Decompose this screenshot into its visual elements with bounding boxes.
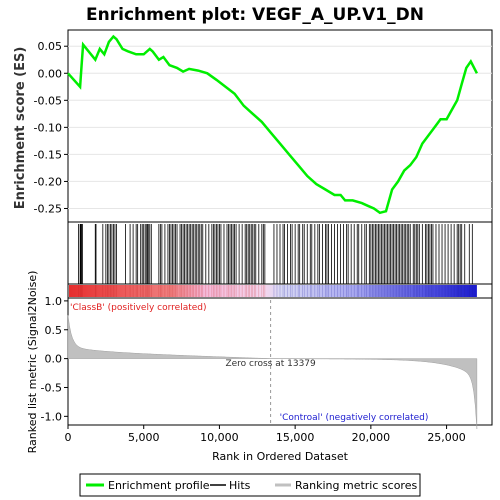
metric-y-ticks: 1.0 0.5 0.0 -0.5 -1.0: [41, 295, 68, 423]
es-tick-label: -0.15: [34, 148, 62, 161]
es-tick-label: 0.05: [38, 40, 63, 53]
es-tick-label: 0.00: [38, 67, 63, 80]
metric-tick-label: -0.5: [41, 381, 62, 394]
metric-tick-label: 1.0: [45, 295, 63, 308]
rank-color-bar: [69, 285, 477, 297]
ranking-metric-area: [67, 315, 478, 430]
legend-label-hits: Hits: [229, 479, 251, 492]
x-axis-ticks: 0 5,000 10,000 15,000 20,000 25,000: [65, 425, 466, 444]
x-tick-label: 25,000: [427, 431, 466, 444]
es-gridlines: [68, 45, 492, 209]
metric-tick-label: -1.0: [41, 410, 62, 423]
legend-box: [79, 473, 421, 497]
metric-tick-label: 0.0: [45, 353, 63, 366]
legend-label-metric: Ranking metric scores: [295, 479, 417, 492]
x-axis-label: Rank in Ordered Dataset: [212, 450, 349, 463]
x-tick-label: 5,000: [128, 431, 160, 444]
x-tick-label: 20,000: [352, 431, 391, 444]
metric-tick-label: 0.5: [45, 324, 63, 337]
es-tick-label: -0.05: [34, 94, 62, 107]
rank-bar-hit-stripes: [78, 285, 473, 297]
x-tick-label: 10,000: [200, 431, 239, 444]
es-y-axis-label: Enrichment score (ES): [13, 47, 28, 210]
x-tick-label: 0: [65, 431, 72, 444]
chart-title: Enrichment plot: VEGF_A_UP.V1_DN: [86, 5, 424, 25]
es-tick-label: -0.10: [34, 121, 62, 134]
enrichment-profile-line: [67, 34, 479, 215]
positive-correlation-label: 'ClassB' (positively correlated): [70, 303, 207, 313]
es-tick-label: -0.20: [34, 175, 62, 188]
negative-correlation-label: 'Controal' (negatively correlated): [280, 413, 429, 423]
hit-marks: [78, 224, 473, 284]
es-tick-label: -0.25: [34, 202, 62, 215]
es-y-ticks: 0.05 0.00 -0.05 -0.10 -0.15 -0.20 -0.25: [34, 40, 68, 215]
metric-y-axis-label: Ranked list metric (Signal2Noise): [26, 271, 39, 454]
legend-label-enrichment: Enrichment profile: [108, 479, 210, 492]
x-tick-label: 15,000: [276, 431, 315, 444]
es-panel: [67, 29, 493, 223]
zero-cross-label: Zero cross at 13379: [225, 359, 316, 369]
